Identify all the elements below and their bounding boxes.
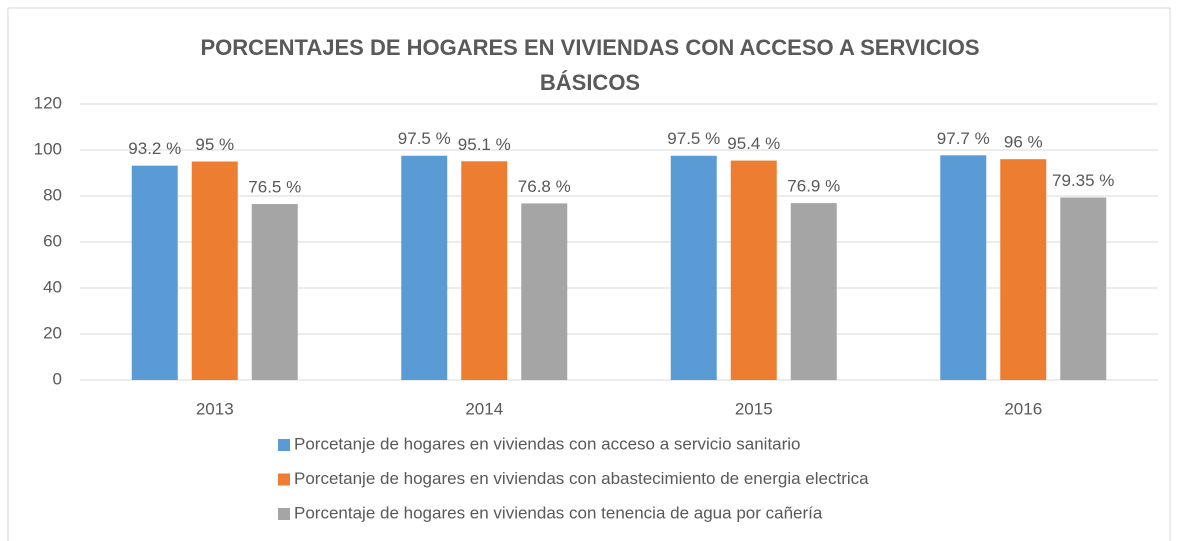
legend-swatch — [278, 439, 290, 451]
y-tick-label: 60 — [43, 231, 62, 250]
data-label: 95.4 % — [727, 134, 780, 153]
legend-label: Porcentaje de hogares en viviendas con t… — [294, 503, 823, 522]
data-label: 95.1 % — [458, 135, 511, 154]
bar — [401, 155, 448, 380]
chart-title: PORCENTAJES DE HOGARES EN VIVIENDAS CON … — [200, 35, 980, 95]
bar — [191, 161, 238, 380]
bar — [461, 161, 508, 380]
data-label: 76.5 % — [248, 178, 301, 197]
x-tick-label: 2014 — [465, 399, 503, 418]
data-label: 97.7 % — [937, 129, 990, 148]
x-tick-label: 2016 — [1004, 399, 1042, 418]
bar — [131, 165, 178, 380]
bar — [251, 204, 298, 380]
y-tick-label: 40 — [43, 277, 62, 296]
x-tick-label: 2015 — [735, 399, 773, 418]
x-tick-label: 2013 — [196, 399, 234, 418]
chart-border — [7, 7, 1171, 541]
bar — [1060, 197, 1107, 380]
data-label: 93.2 % — [128, 139, 181, 158]
data-label: 97.5 % — [667, 129, 720, 148]
bar — [1000, 159, 1047, 380]
bar — [940, 155, 987, 380]
bar — [670, 155, 717, 380]
data-label: 76.8 % — [518, 177, 571, 196]
y-tick-label: 100 — [34, 139, 62, 158]
data-label: 76.9 % — [787, 177, 840, 196]
data-label: 97.5 % — [398, 129, 451, 148]
legend-swatch — [278, 473, 290, 486]
y-tick-label: 120 — [34, 93, 62, 112]
legend-swatch — [278, 508, 290, 520]
data-label: 96 % — [1004, 133, 1043, 152]
data-label: 79.35 % — [1052, 171, 1114, 190]
bar — [521, 203, 568, 380]
bar — [790, 203, 837, 380]
legend-label: Porcetanje de hogares en viviendas con a… — [294, 469, 869, 488]
y-tick-label: 20 — [43, 323, 62, 342]
legend-label: Porcetanje de hogares en viviendas con a… — [294, 434, 801, 453]
y-tick-label: 0 — [53, 369, 62, 388]
y-tick-label: 80 — [43, 185, 62, 204]
bar — [730, 160, 777, 380]
data-label: 95 % — [195, 135, 234, 154]
